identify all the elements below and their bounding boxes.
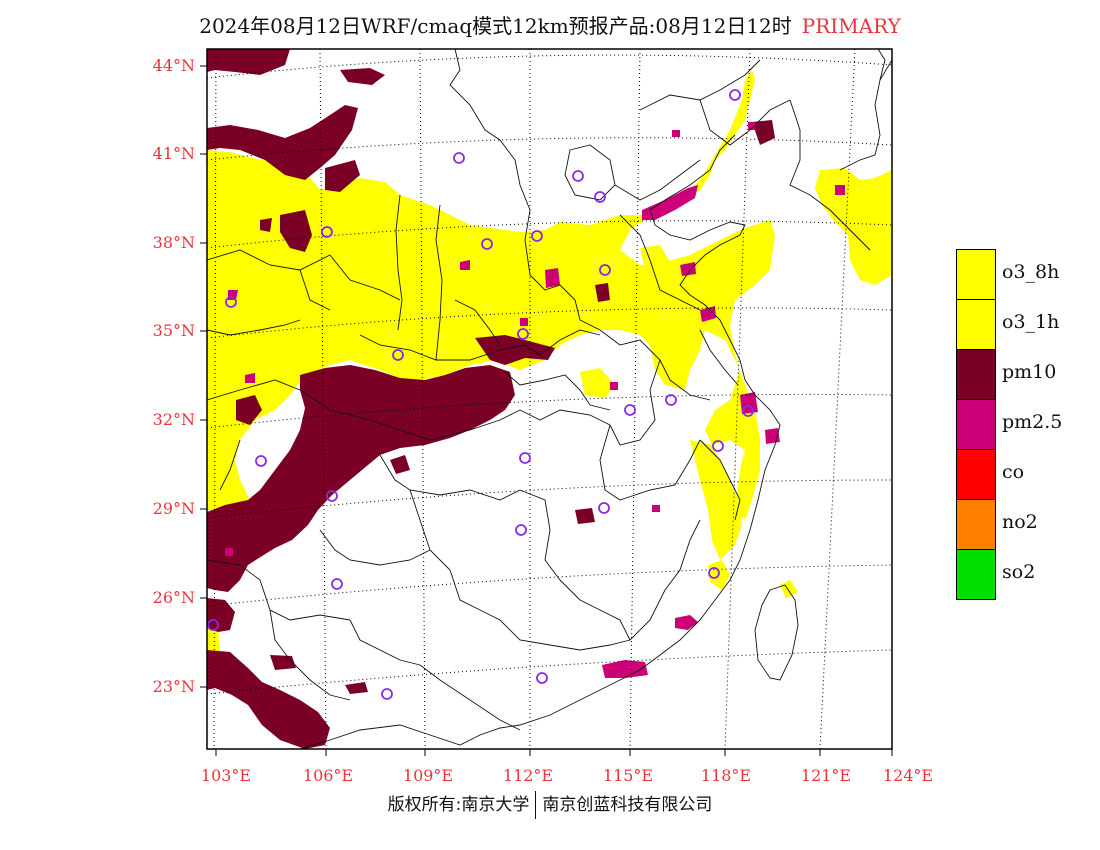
- city-marker: [321, 226, 333, 238]
- city-marker: [729, 89, 741, 101]
- lon-label: 109°E: [402, 766, 454, 785]
- city-marker: [594, 191, 606, 203]
- legend-swatch: [956, 449, 996, 500]
- city-marker: [598, 502, 610, 514]
- lon-label: 112°E: [502, 766, 554, 785]
- axis-ticks: [200, 65, 893, 756]
- lon-label: 115°E: [602, 766, 654, 785]
- lon-label: 118°E: [700, 766, 752, 785]
- city-marker: [572, 170, 584, 182]
- city-marker: [712, 440, 724, 452]
- city-marker: [255, 455, 267, 467]
- city-marker: [392, 349, 404, 361]
- city-marker: [225, 296, 237, 308]
- legend-swatch: [956, 399, 996, 450]
- footer-separator: [535, 791, 537, 819]
- lon-label: 121°E: [800, 766, 852, 785]
- legend-label: so2: [1002, 561, 1036, 583]
- legend-item-no2: no2: [956, 499, 1038, 550]
- legend-item-pm10: pm10: [956, 349, 1056, 400]
- legend-item-pm25: pm2.5: [956, 399, 1062, 450]
- lat-label: 32°N: [152, 410, 195, 429]
- city-marker: [331, 578, 343, 590]
- legend-label: o3_1h: [1002, 311, 1060, 333]
- city-marker: [453, 152, 465, 164]
- legend-item-o3-8h: o3_8h: [956, 249, 1059, 300]
- lat-label: 23°N: [152, 677, 195, 696]
- city-marker: [742, 405, 754, 417]
- legend-item-co: co: [956, 449, 1025, 500]
- legend-item-so2: so2: [956, 549, 1035, 600]
- legend-swatch: [956, 549, 996, 600]
- city-marker: [708, 567, 720, 579]
- lat-label: 41°N: [152, 144, 195, 163]
- legend-item-o3-1h: o3_1h: [956, 299, 1059, 350]
- lon-label: 103°E: [200, 766, 252, 785]
- map-frame: [206, 48, 893, 750]
- city-marker: [326, 490, 338, 502]
- lat-label: 38°N: [152, 233, 195, 252]
- legend-swatch: [956, 349, 996, 400]
- lat-label: 26°N: [152, 588, 195, 607]
- pm25-region: [225, 122, 845, 678]
- city-marker: [624, 404, 636, 416]
- map-title: 2024年08月12日WRF/cmaq模式12km预报产品:08月12日12时 P…: [0, 10, 1100, 39]
- title-text: 2024年08月12日WRF/cmaq模式12km预报产品:08月12日12时: [199, 14, 792, 38]
- copyright-footer: 版权所有:南京大学 南京创蓝科技有限公司: [0, 790, 1100, 819]
- legend-label: no2: [1002, 511, 1038, 533]
- legend-label: co: [1002, 461, 1025, 483]
- copyright-company: 南京创蓝科技有限公司: [542, 795, 713, 815]
- city-marker: [599, 264, 611, 276]
- city-marker: [515, 524, 527, 536]
- legend-label: pm10: [1002, 361, 1057, 383]
- city-marker: [207, 619, 219, 631]
- city-marker: [381, 688, 393, 700]
- city-marker: [536, 672, 548, 684]
- city-marker: [517, 328, 529, 340]
- copyright-owner: 版权所有:南京大学: [387, 795, 530, 815]
- lat-label: 44°N: [152, 56, 195, 75]
- legend-swatch: [956, 249, 996, 300]
- city-marker: [531, 230, 543, 242]
- lat-label: 29°N: [152, 499, 195, 518]
- city-markers: [207, 89, 754, 700]
- city-marker: [481, 238, 493, 250]
- lon-label: 124°E: [882, 766, 934, 785]
- city-marker: [665, 394, 677, 406]
- title-tag: PRIMARY: [801, 14, 901, 38]
- legend-label: pm2.5: [1002, 411, 1063, 433]
- legend: o3_8h o3_1h pm10 pm2.5 co no2 so2: [956, 249, 1062, 600]
- city-marker: [519, 452, 531, 464]
- boundaries: [207, 49, 892, 749]
- lon-label: 106°E: [302, 766, 354, 785]
- pm10-region: [207, 49, 775, 749]
- legend-label: o3_8h: [1002, 261, 1060, 283]
- legend-swatch: [956, 499, 996, 550]
- lat-label: 35°N: [152, 321, 195, 340]
- legend-swatch: [956, 299, 996, 350]
